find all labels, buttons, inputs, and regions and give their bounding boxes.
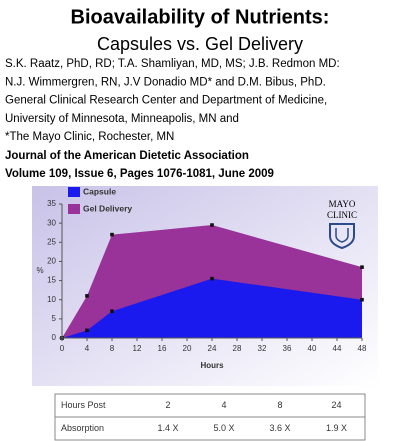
y-tick-label: 35	[47, 199, 56, 208]
x-tick-label: 36	[283, 344, 292, 353]
legend-label: Gel Delivery	[83, 203, 132, 213]
x-tick-label: 48	[358, 344, 367, 353]
y-tick-label: 15	[47, 276, 56, 285]
table-cell: Hours Post	[61, 400, 106, 410]
author-line: General Clinical Research Center and Dep…	[5, 95, 327, 107]
author-line: University of Minnesota, Minneapolis, MN…	[5, 113, 239, 125]
y-tick-label: 30	[47, 218, 56, 227]
x-tick-label: 4	[85, 344, 90, 353]
journal-line: Volume 109, Issue 6, Pages 1076-1081, Ju…	[5, 168, 274, 180]
x-tick-label: 12	[133, 344, 142, 353]
table-cell: 3.6 X	[269, 423, 290, 433]
logo: MAYO CLINIC	[327, 199, 357, 250]
author-line: S.K. Raatz, PhD, RD; T.A. Shamliyan, MD,…	[5, 58, 340, 70]
x-tick-label: 0	[60, 344, 65, 353]
x-axis-label: Hours	[200, 361, 224, 370]
logo-text: MAYO	[329, 199, 356, 209]
area	[62, 278, 362, 338]
x-tick-label: 20	[183, 344, 192, 353]
marker	[85, 294, 89, 298]
table-cell: Absorption	[61, 423, 104, 433]
marker	[110, 232, 114, 237]
journal-line: Journal of the American Dietetic Associa…	[5, 150, 249, 162]
legend-swatch	[68, 204, 80, 214]
x-tick-label: 32	[258, 344, 267, 353]
table-cell: 4	[221, 400, 226, 410]
table-cell: 2	[165, 400, 170, 410]
x-tick-label: 28	[233, 344, 242, 353]
table-cell: 24	[331, 400, 341, 410]
x-tick-label: 44	[333, 344, 342, 353]
y-tick-label: 5	[52, 314, 57, 323]
x-tick-label: 24	[208, 344, 217, 353]
marker	[210, 276, 214, 281]
marker	[110, 309, 114, 313]
table-cell: 8	[277, 400, 282, 410]
y-axis-label: %	[36, 266, 43, 275]
x-tick-label: 16	[158, 344, 167, 353]
header-lines: S.K. Raatz, PhD, RD; T.A. Shamliyan, MD,…	[5, 58, 340, 180]
logo-shield	[329, 223, 355, 250]
x-tick-label: 40	[308, 344, 317, 353]
y-tick-label: 0	[52, 333, 57, 342]
legend-label: Capsule	[83, 186, 116, 196]
y-tick-label: 10	[47, 295, 56, 304]
marker	[85, 328, 89, 333]
logo-text: CLINIC	[327, 210, 357, 220]
logo-shield	[335, 228, 349, 243]
marker	[210, 223, 214, 227]
y-tick-label: 25	[47, 237, 56, 246]
subtitle: Capsules vs. Gel Delivery	[97, 34, 303, 54]
table-cell: 1.4 X	[157, 423, 178, 433]
title: Bioavailability of Nutrients:	[71, 6, 330, 28]
table-cell: 5.0 X	[213, 423, 234, 433]
marker	[360, 297, 364, 302]
legend-swatch	[68, 187, 80, 197]
marker	[360, 265, 364, 269]
x-tick-label: 8	[110, 344, 115, 353]
author-line: N.J. Wimmergren, RN, J.V Donadio MD* and…	[5, 76, 326, 88]
author-line: *The Mayo Clinic, Rochester, MN	[5, 131, 174, 143]
y-tick-label: 20	[47, 257, 56, 266]
table-cell: 1.9 X	[326, 423, 347, 433]
